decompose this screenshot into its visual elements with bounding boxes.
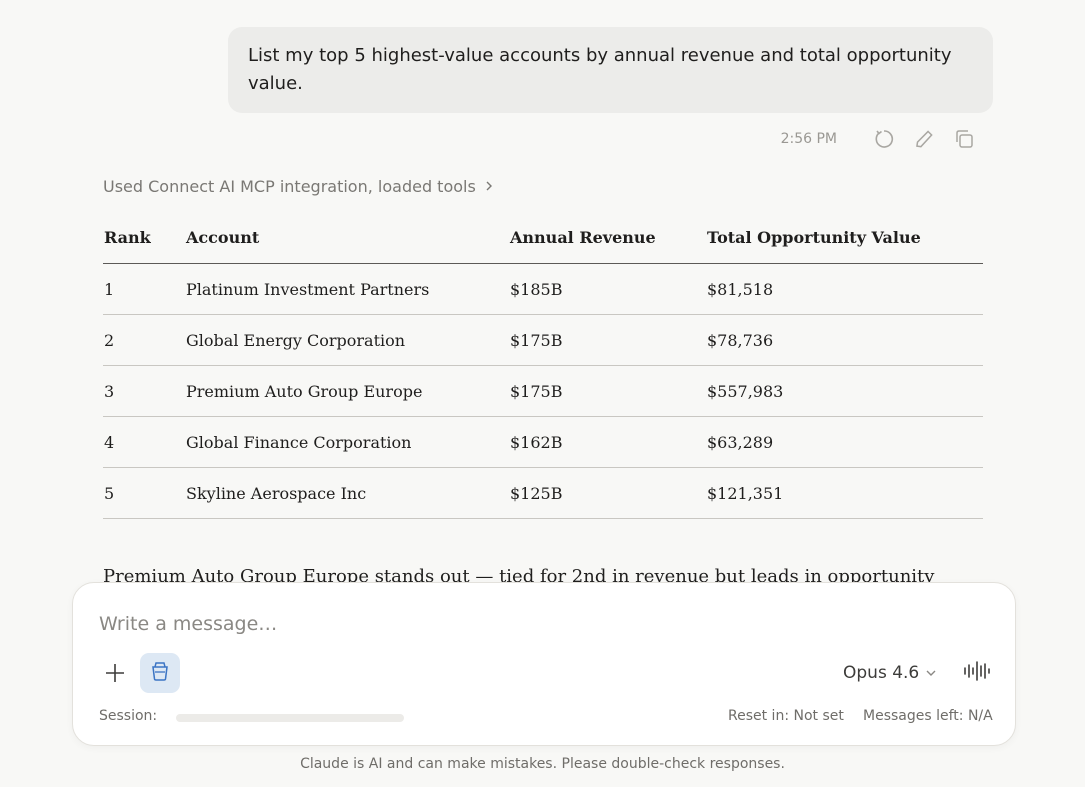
message-composer: Opus 4.6 Session: Reset in: Not set Mess… (72, 582, 1016, 746)
table-row: 4 Global Finance Corporation $162B $63,2… (103, 416, 983, 468)
cell-annual-revenue: $185B (510, 263, 707, 315)
session-usage-bar (176, 714, 404, 722)
cell-opportunity-value: $63,289 (707, 416, 983, 468)
cell-rank: 4 (103, 416, 186, 468)
chevron-right-icon (484, 177, 494, 196)
table-row: 2 Global Energy Corporation $175B $78,73… (103, 314, 983, 366)
reset-status: Reset in: Not set (728, 708, 844, 724)
copy-icon[interactable] (953, 128, 975, 150)
message-actions: 2:56 PM (781, 126, 975, 152)
cell-rank: 1 (103, 263, 186, 315)
cell-account: Skyline Aerospace Inc (186, 467, 510, 519)
message-timestamp: 2:56 PM (780, 131, 837, 147)
cell-account: Global Energy Corporation (186, 314, 510, 366)
cell-annual-revenue: $175B (510, 314, 707, 366)
header-account: Account (186, 212, 510, 264)
message-input[interactable] (99, 609, 979, 639)
cell-opportunity-value: $557,983 (707, 365, 983, 417)
accounts-table: Rank Account Annual Revenue Total Opport… (103, 212, 983, 519)
chevron-down-icon (925, 663, 937, 683)
cell-opportunity-value: $81,518 (707, 263, 983, 315)
cell-account: Premium Auto Group Europe (186, 365, 510, 417)
cell-account: Platinum Investment Partners (186, 263, 510, 315)
model-selector[interactable]: Opus 4.6 (843, 660, 937, 686)
cell-annual-revenue: $125B (510, 467, 707, 519)
session-label: Session: (99, 708, 158, 724)
tools-used-label: Used Connect AI MCP integration, loaded … (103, 177, 476, 196)
add-attachment-button[interactable] (101, 661, 129, 689)
tools-button[interactable] (140, 653, 180, 693)
disclaimer-text: Claude is AI and can make mistakes. Plea… (300, 756, 785, 772)
cell-rank: 5 (103, 467, 186, 519)
cell-rank: 2 (103, 314, 186, 366)
tools-used-toggle[interactable]: Used Connect AI MCP integration, loaded … (103, 177, 494, 196)
plus-icon (104, 662, 126, 688)
edit-icon[interactable] (913, 128, 935, 150)
header-total-opportunity-value: Total Opportunity Value (707, 212, 983, 264)
table-row: 5 Skyline Aerospace Inc $125B $121,351 (103, 467, 983, 519)
messages-left-status: Messages left: N/A (863, 708, 993, 724)
table-header-row: Rank Account Annual Revenue Total Opport… (103, 212, 983, 264)
cell-annual-revenue: $175B (510, 365, 707, 417)
user-message-bubble: List my top 5 highest-value accounts by … (228, 27, 993, 113)
user-message-text: List my top 5 highest-value accounts by … (248, 45, 952, 94)
table-row: 1 Platinum Investment Partners $185B $81… (103, 263, 983, 315)
table-row: 3 Premium Auto Group Europe $175B $557,9… (103, 365, 983, 417)
cell-annual-revenue: $162B (510, 416, 707, 468)
retry-icon[interactable] (873, 128, 895, 150)
header-annual-revenue: Annual Revenue (510, 212, 707, 264)
model-label: Opus 4.6 (843, 663, 920, 683)
voice-input-button[interactable] (961, 659, 993, 687)
header-rank: Rank (103, 212, 186, 264)
cell-rank: 3 (103, 365, 186, 417)
cell-opportunity-value: $78,736 (707, 314, 983, 366)
response-summary-text: Premium Auto Group Europe stands out — t… (103, 566, 935, 583)
voice-icon (963, 660, 991, 686)
cell-account: Global Finance Corporation (186, 416, 510, 468)
tool-icon (149, 660, 171, 686)
cell-opportunity-value: $121,351 (707, 467, 983, 519)
